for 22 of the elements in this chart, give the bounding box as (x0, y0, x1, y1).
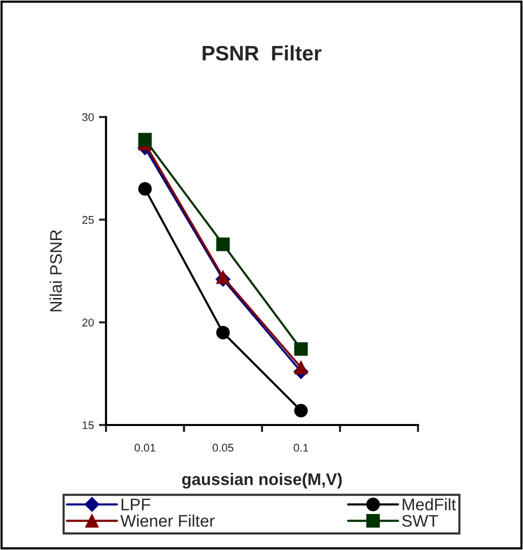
point (294, 404, 308, 418)
point (294, 360, 308, 374)
x-tick-label: 0.1 (294, 444, 308, 452)
point (216, 326, 230, 340)
x-tick-label: 0.05 (212, 444, 234, 452)
point (294, 342, 308, 356)
y-tick-label: 30 (82, 113, 94, 122)
legend-label: LPF (122, 498, 150, 510)
x-axis-title: gaussian noise(M,V) (182, 472, 342, 489)
legend-label: MedFilt (402, 498, 456, 510)
point (216, 238, 230, 252)
y-tick-label: 25 (82, 216, 94, 224)
point (138, 132, 152, 146)
chart-title: PSNR Filter (202, 45, 322, 61)
y-tick-label: 15 (82, 421, 94, 430)
y-axis-title: Nilai PSNR (50, 230, 62, 312)
legend-label: Wiener Filter (120, 514, 214, 527)
point (216, 270, 230, 284)
legend-label: SWT (402, 514, 438, 527)
point (138, 182, 152, 196)
x-tick-label: 0.01 (134, 444, 156, 452)
y-tick-label: 20 (82, 318, 94, 326)
